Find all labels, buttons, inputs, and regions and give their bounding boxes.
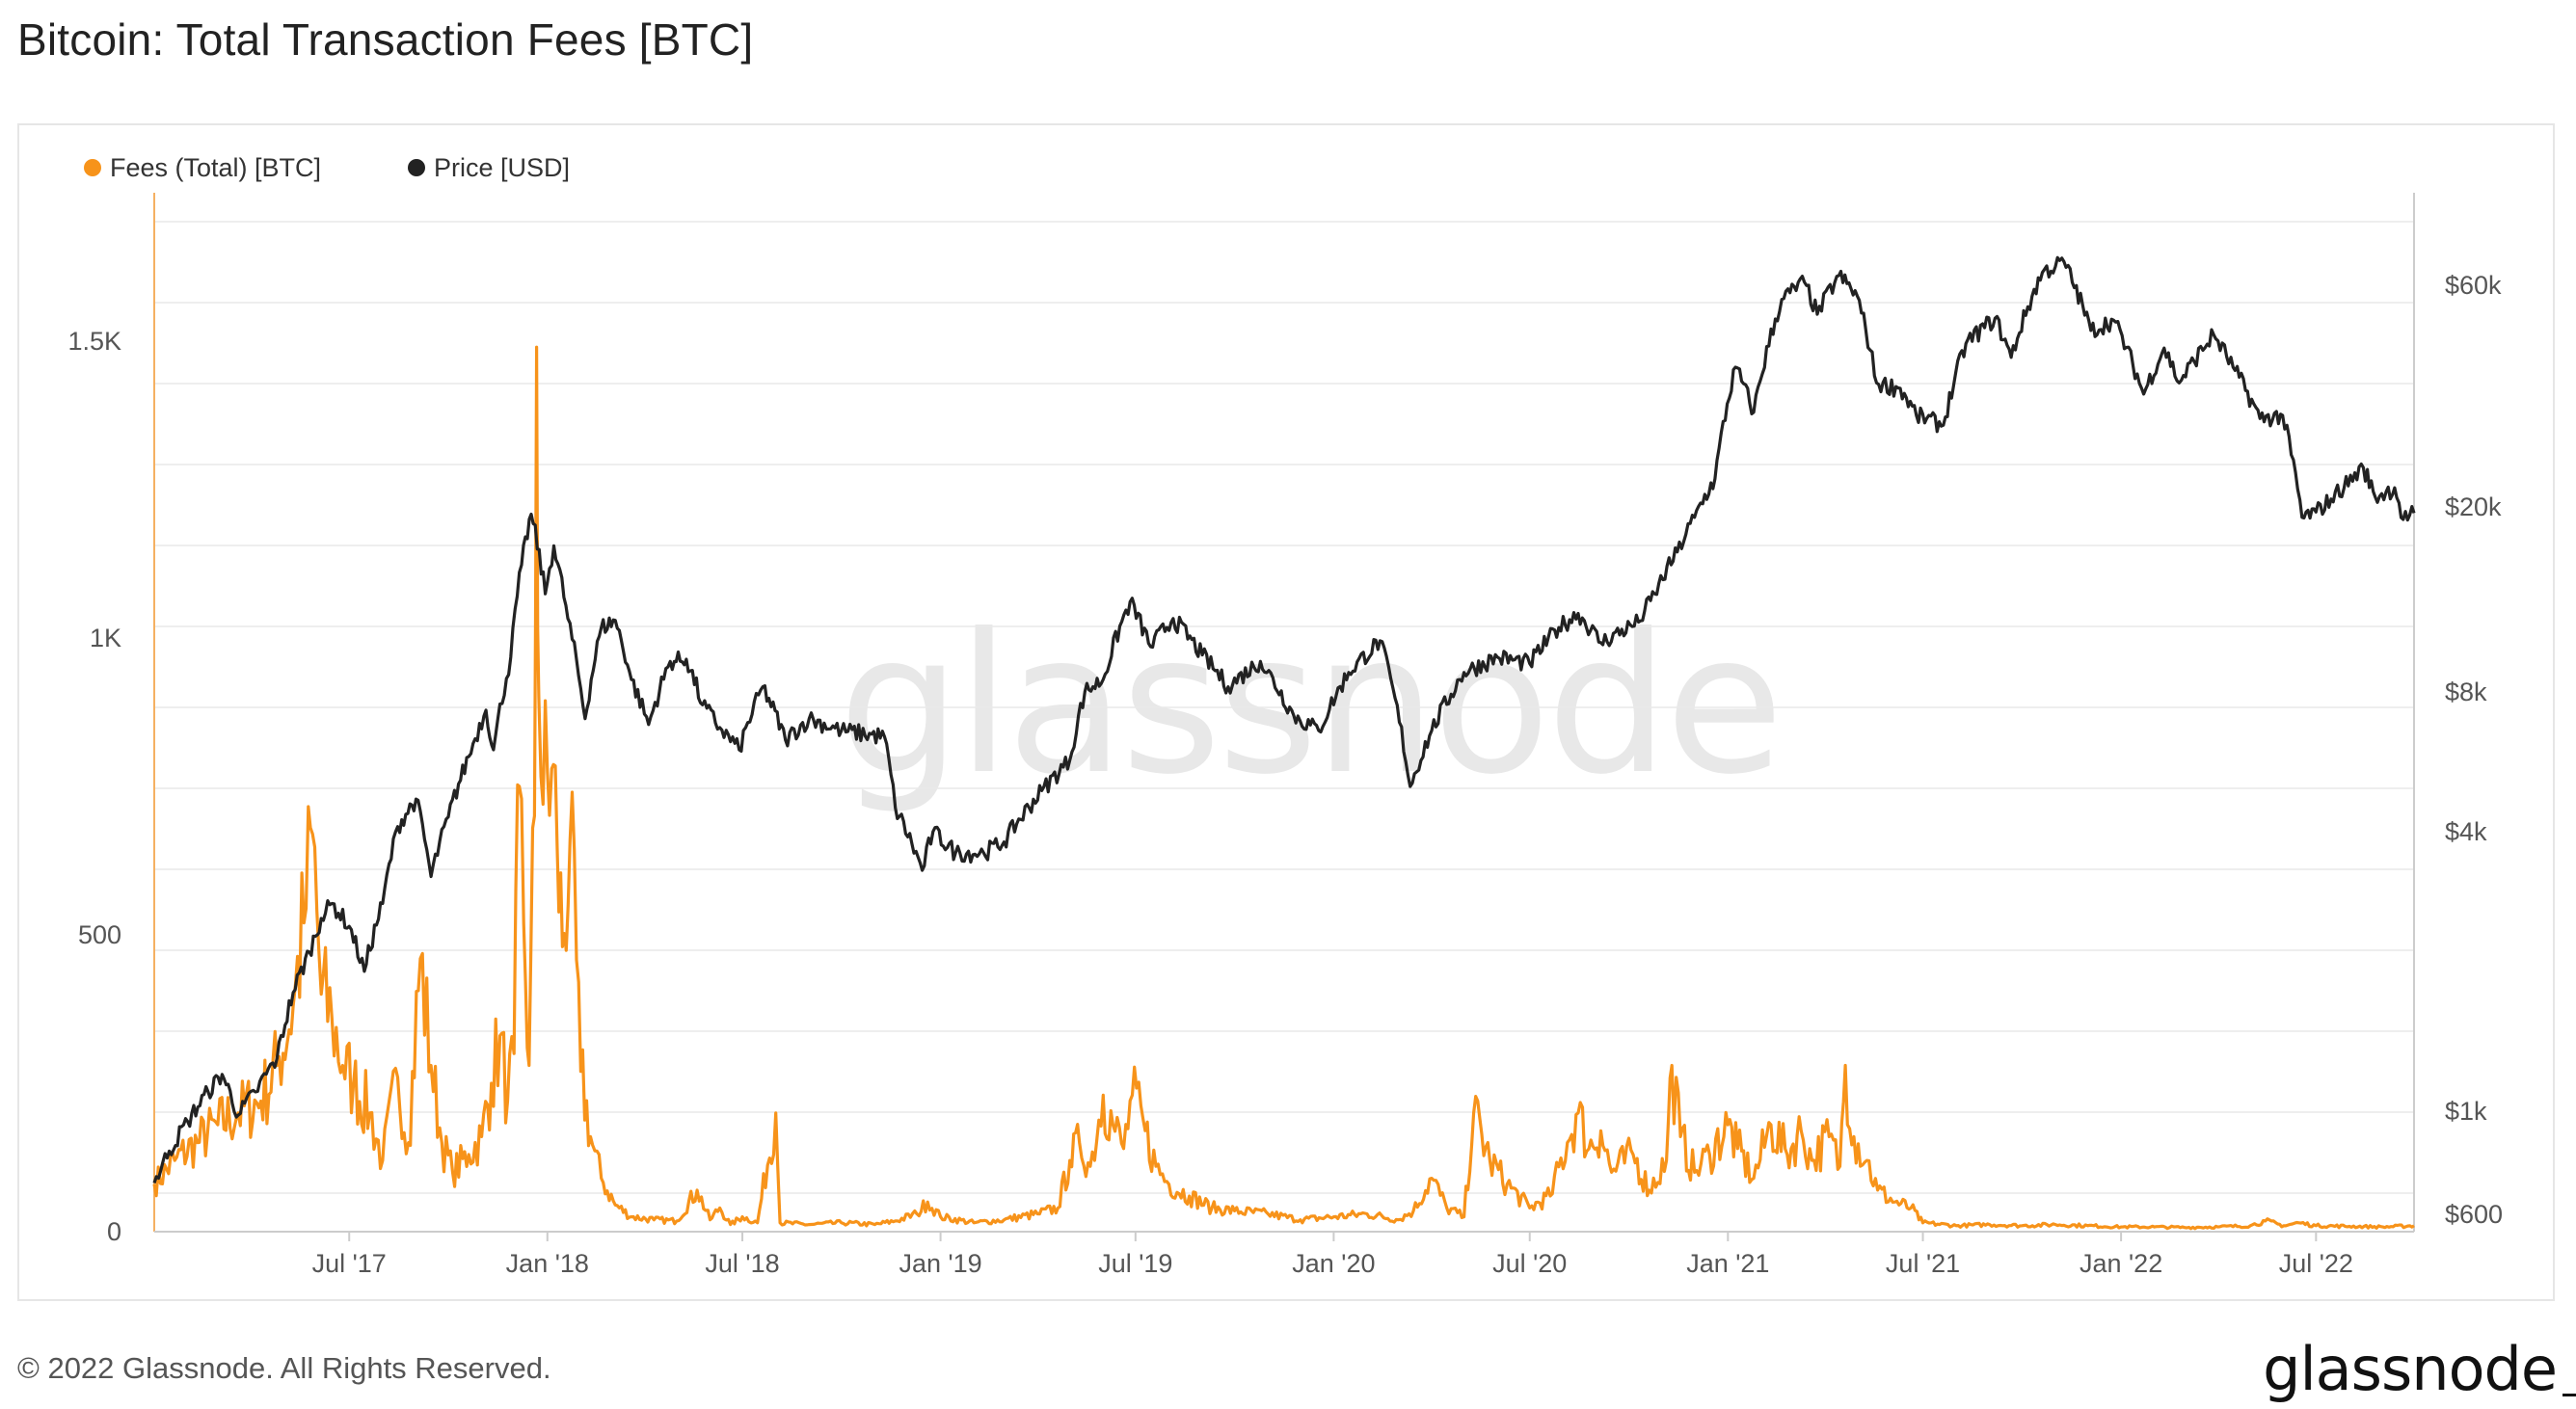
- series-line-price: [152, 255, 2416, 1184]
- legend-fees-label: Fees (Total) [BTC]: [110, 153, 321, 182]
- y-left-tick-label: 500: [78, 920, 121, 949]
- legend-price-label: Price [USD]: [434, 153, 570, 182]
- x-tick-label: Jan '22: [2080, 1249, 2162, 1278]
- page-title: Bitcoin: Total Transaction Fees [BTC]: [17, 14, 754, 65]
- x-tick-label: Jul '19: [1098, 1249, 1172, 1278]
- chart-svg: glassnode 05001K1.5K$600$1k$4k$8k$20k$60…: [67, 153, 2503, 1278]
- series-line-fees: [152, 345, 2415, 1231]
- x-tick-label: Jul '21: [1886, 1249, 1960, 1278]
- footer-logo: glassnode: [2263, 1334, 2558, 1404]
- footer-copyright: © 2022 Glassnode. All Rights Reserved.: [17, 1351, 551, 1385]
- legend-price-marker: [408, 159, 425, 176]
- series-layer: [152, 255, 2416, 1231]
- x-tick-label: Jan '18: [506, 1249, 589, 1278]
- axis-layer: 0 500 1K 1.5K $600 $1k $4k $8k $20k $60k Jul '17 Ja…: [67, 193, 2503, 1278]
- y-right-tick-label: $8k: [2445, 678, 2487, 706]
- x-tick-label: Jul '17: [312, 1249, 387, 1278]
- x-tick-label: Jul '20: [1492, 1249, 1567, 1278]
- y-left-tick-label: 1K: [90, 624, 121, 652]
- legend: Fees (Total) [BTC] Price [USD]: [84, 153, 570, 182]
- chart-panel: glassnode 0 500 1K 1.5K $600 $1k $4k $8k $20k $60…: [17, 123, 2555, 1301]
- y-left-tick-label: 0: [107, 1217, 121, 1246]
- legend-item-fees[interactable]: Fees (Total) [BTC]: [84, 153, 321, 182]
- x-tick-label: Jan '21: [1686, 1249, 1769, 1278]
- y-right-tick-label: $600: [2445, 1200, 2503, 1229]
- footer-logo-underline: [2563, 1394, 2576, 1396]
- x-tick-label: Jan '19: [899, 1249, 981, 1278]
- y-right-tick-label: $60k: [2445, 271, 2502, 300]
- x-tick-label: Jul '22: [2279, 1249, 2353, 1278]
- legend-fees-marker: [84, 159, 101, 176]
- y-right-tick-label: $1k: [2445, 1097, 2487, 1126]
- y-left-tick-label: 1.5K: [67, 327, 121, 356]
- legend-item-price[interactable]: Price [USD]: [408, 153, 570, 182]
- y-right-tick-label: $4k: [2445, 817, 2487, 846]
- x-tick-label: Jul '18: [705, 1249, 779, 1278]
- y-right-tick-label: $20k: [2445, 492, 2502, 521]
- x-tick-label: Jan '20: [1292, 1249, 1375, 1278]
